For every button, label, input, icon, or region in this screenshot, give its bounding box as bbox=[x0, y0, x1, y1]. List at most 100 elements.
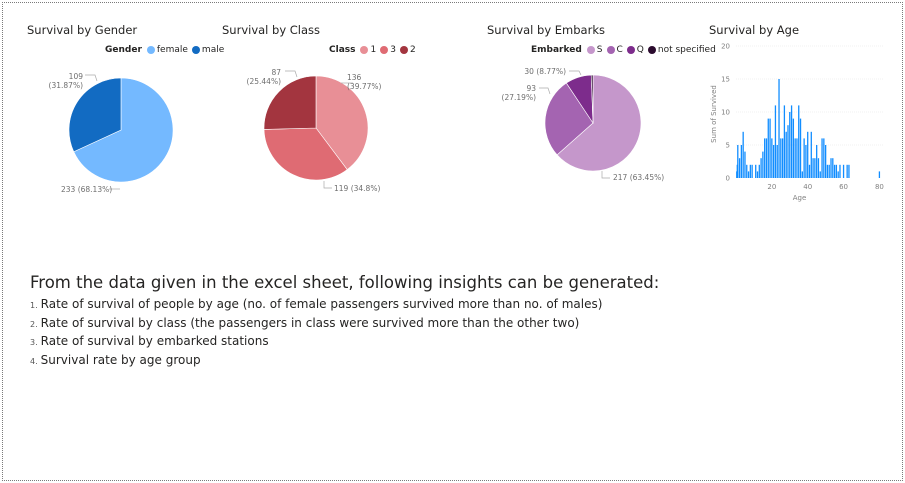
age-bar[interactable] bbox=[832, 158, 834, 178]
pie-1[interactable]: 136 (39.77%) 119 (34.8%) 87 (25.44%) bbox=[247, 68, 382, 193]
legend-item-class-3[interactable]: 3 bbox=[380, 45, 396, 55]
age-bar[interactable] bbox=[787, 125, 789, 178]
insight-text: Rate of survival of people by age (no. o… bbox=[40, 297, 603, 311]
age-bar[interactable] bbox=[783, 105, 786, 178]
age-bar[interactable] bbox=[751, 164, 753, 178]
age-bar[interactable] bbox=[819, 171, 821, 178]
age-bar[interactable] bbox=[742, 131, 744, 178]
age-bar[interactable] bbox=[798, 105, 800, 178]
age-bar[interactable] bbox=[808, 164, 811, 178]
age-bar[interactable] bbox=[814, 158, 816, 178]
legend-item-male[interactable]: male bbox=[191, 45, 224, 55]
x-tick-label: 40 bbox=[803, 183, 812, 191]
age-bar[interactable] bbox=[762, 151, 764, 178]
age-bar[interactable] bbox=[799, 118, 802, 178]
age-bar[interactable] bbox=[796, 138, 798, 178]
pie-0[interactable]: 233 (68.13%) 109 (31.87%) bbox=[49, 72, 174, 194]
legend-item-q[interactable]: Q bbox=[626, 45, 644, 55]
age-bar[interactable] bbox=[807, 131, 809, 178]
insight-item: 3. Rate of survival by embarked stations bbox=[30, 333, 659, 352]
age-bar[interactable] bbox=[774, 105, 777, 178]
age-bar[interactable] bbox=[755, 164, 757, 178]
age-bar[interactable] bbox=[764, 138, 766, 178]
age-bar[interactable] bbox=[805, 145, 807, 178]
age-bar[interactable] bbox=[842, 164, 845, 178]
age-bar[interactable] bbox=[749, 164, 751, 178]
legend-item-c[interactable]: C bbox=[606, 45, 623, 55]
age-bar[interactable] bbox=[776, 145, 778, 178]
age-bar[interactable] bbox=[803, 138, 805, 178]
gender-legend-title: Gender bbox=[105, 45, 142, 55]
age-bar[interactable] bbox=[810, 131, 812, 178]
data-label-leader bbox=[85, 74, 98, 82]
age-bar[interactable] bbox=[792, 118, 795, 178]
age-bar[interactable] bbox=[747, 171, 750, 178]
age-bar[interactable] bbox=[817, 158, 820, 178]
age-bar[interactable] bbox=[772, 145, 775, 178]
data-label-leader bbox=[285, 70, 298, 78]
legend-item-s[interactable]: S bbox=[586, 45, 603, 55]
insights-list: 1. Rate of survival of people by age (no.… bbox=[30, 296, 659, 370]
pie-slice-1[interactable] bbox=[315, 75, 369, 171]
gender-legend[interactable]: Gender female male bbox=[105, 45, 228, 55]
pie-slice-S[interactable] bbox=[556, 74, 642, 172]
pie-slice-3[interactable] bbox=[263, 127, 348, 181]
age-bar[interactable] bbox=[769, 118, 771, 178]
age-bar[interactable] bbox=[848, 164, 850, 178]
age-bar-chart[interactable]: 0 5 10 15 20 20 40 60 80 Age Sum of Survived bbox=[710, 43, 884, 203]
age-bar[interactable] bbox=[826, 164, 829, 178]
age-bar[interactable] bbox=[781, 138, 784, 178]
age-bar[interactable] bbox=[737, 145, 739, 178]
y-tick-label: 15 bbox=[721, 76, 730, 84]
insights-heading: From the data given in the excel sheet, … bbox=[30, 273, 660, 292]
age-bar[interactable] bbox=[837, 171, 839, 178]
age-bar[interactable] bbox=[833, 164, 836, 178]
age-bar[interactable] bbox=[740, 145, 743, 178]
embarks-legend[interactable]: Embarked S C Q not specified bbox=[531, 45, 720, 55]
age-bar[interactable] bbox=[790, 105, 793, 178]
pie-slice-female[interactable] bbox=[73, 77, 174, 183]
class-legend[interactable]: Class 1 3 2 bbox=[329, 45, 420, 55]
age-bar[interactable] bbox=[839, 164, 841, 178]
pie-slice-2[interactable] bbox=[263, 75, 317, 130]
pie-slice-male[interactable] bbox=[68, 77, 122, 153]
age-bar[interactable] bbox=[738, 158, 741, 178]
age-bar[interactable] bbox=[780, 138, 782, 178]
data-label-Q: 30 (8.77%) bbox=[524, 67, 566, 76]
age-bar[interactable] bbox=[767, 118, 769, 178]
age-bar[interactable] bbox=[778, 79, 780, 178]
data-label-1: 136 (39.77%) bbox=[347, 73, 382, 91]
legend-item-female[interactable]: female bbox=[146, 45, 188, 55]
age-bar[interactable] bbox=[756, 171, 759, 178]
age-bar[interactable] bbox=[830, 158, 832, 178]
legend-item-class-2[interactable]: 2 bbox=[399, 45, 416, 55]
age-bar[interactable] bbox=[846, 164, 848, 178]
age-bar[interactable] bbox=[744, 151, 746, 178]
y-tick-label: 10 bbox=[721, 109, 730, 117]
age-bar[interactable] bbox=[816, 145, 818, 178]
insights-textbox: From the data given in the excel sheet, … bbox=[30, 273, 659, 370]
legend-item-class-1[interactable]: 1 bbox=[360, 45, 376, 55]
pie-2[interactable]: 217 (63.45%) 93 (27.19%) 30 (8.77%) bbox=[502, 67, 665, 182]
age-bar[interactable] bbox=[785, 131, 787, 178]
age-bar[interactable] bbox=[835, 164, 838, 178]
age-bar[interactable] bbox=[801, 171, 803, 178]
pie-slice-not-specified[interactable] bbox=[590, 74, 594, 124]
age-bar[interactable] bbox=[878, 171, 881, 178]
pie-slice-C[interactable] bbox=[544, 82, 594, 156]
age-bar[interactable] bbox=[794, 138, 796, 178]
age-bar[interactable] bbox=[758, 164, 760, 178]
age-bar[interactable] bbox=[765, 138, 768, 178]
age-bar[interactable] bbox=[828, 164, 830, 178]
age-bar[interactable] bbox=[821, 138, 823, 178]
age-bar[interactable] bbox=[789, 112, 791, 178]
legend-dot-c bbox=[606, 46, 615, 54]
legend-dot-class-3 bbox=[380, 46, 389, 54]
age-bar[interactable] bbox=[771, 138, 773, 178]
age-bar[interactable] bbox=[824, 145, 827, 178]
age-bar[interactable] bbox=[812, 158, 814, 178]
age-bar[interactable] bbox=[746, 164, 748, 178]
age-bar[interactable] bbox=[823, 138, 825, 178]
age-bar[interactable] bbox=[760, 158, 762, 178]
legend-item-not-specified[interactable]: not specified bbox=[647, 45, 716, 55]
